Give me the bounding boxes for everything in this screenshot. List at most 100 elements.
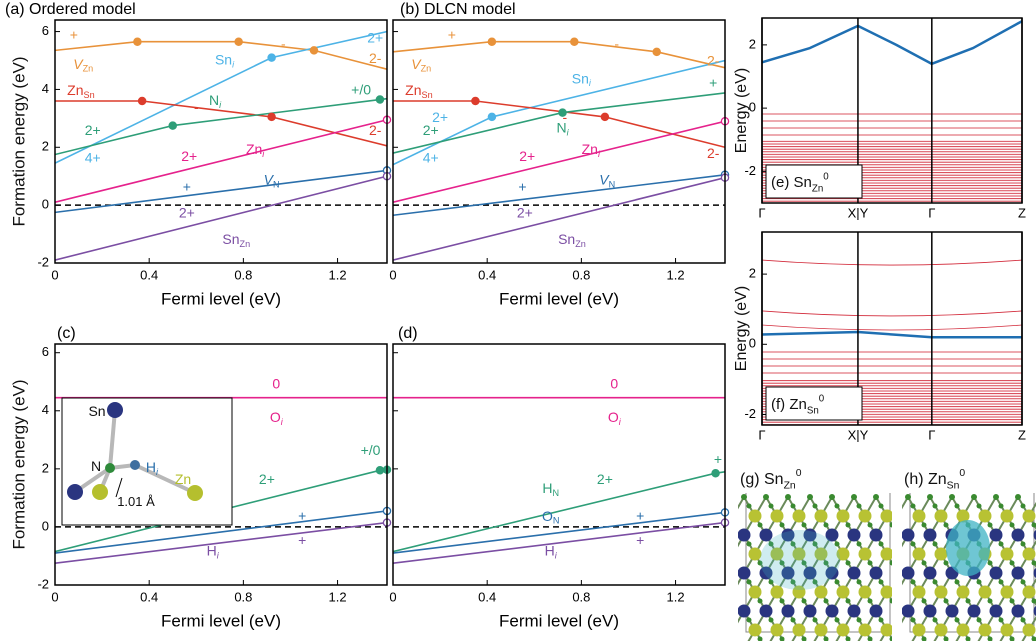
- n-atom: [954, 503, 960, 509]
- n-atom: [801, 636, 807, 641]
- defect-label-text: O: [542, 507, 553, 523]
- transition-dot: [137, 96, 147, 106]
- plot-frame: [392, 343, 726, 586]
- defect-label: VZn: [411, 56, 431, 75]
- atom: [989, 604, 1003, 618]
- n-atom: [921, 522, 927, 528]
- panel-label: (f) ZnSn0: [771, 393, 825, 416]
- defect-line: [55, 100, 387, 147]
- panel-label-sup: 0: [823, 171, 829, 182]
- atom: [1000, 547, 1014, 561]
- atom: [912, 509, 926, 523]
- x-tick-label: 0.4: [478, 589, 496, 604]
- atom: [934, 509, 948, 523]
- n-atom: [889, 636, 892, 641]
- inset-label-text: H: [146, 459, 156, 475]
- n-atom: [823, 636, 829, 641]
- n-atom: [943, 636, 949, 641]
- inset-atom: [105, 463, 115, 473]
- label-box: [765, 386, 863, 421]
- n-atom: [987, 522, 993, 528]
- defect-label-text: Zn: [582, 141, 598, 157]
- atom: [814, 623, 828, 637]
- x-tick-label: 1.2: [667, 267, 685, 282]
- y-tick-label: 4: [42, 81, 49, 96]
- defect-label: VN: [599, 171, 615, 190]
- n-atom: [812, 617, 818, 623]
- atom: [923, 528, 937, 542]
- atom: [1011, 566, 1025, 580]
- atom: [1022, 585, 1036, 599]
- atom: [803, 604, 817, 618]
- charge-label: +: [448, 27, 456, 43]
- y-tick-label: -2: [37, 254, 49, 269]
- defect-label-sub: i: [262, 149, 265, 159]
- n-atom: [954, 579, 960, 585]
- defect-label-text: V: [73, 56, 84, 72]
- x-tick-label: 1.2: [667, 589, 685, 604]
- plot-frame: [761, 231, 1023, 426]
- defect-band: [762, 20, 1022, 66]
- label-box: [765, 164, 863, 199]
- n-atom: [867, 522, 873, 528]
- defect-label: Ni: [556, 119, 569, 138]
- defect-label-text: Zn: [246, 141, 262, 157]
- atom: [829, 494, 835, 500]
- atom: [1033, 529, 1036, 541]
- atom: [927, 494, 933, 500]
- charge-label: 2+: [423, 122, 439, 138]
- n-atom: [910, 541, 916, 547]
- n-atom: [768, 503, 774, 509]
- n-atom: [1031, 636, 1036, 641]
- n-atom: [965, 636, 971, 641]
- defect-label-sub: Sn: [84, 90, 95, 100]
- y-tick-label: 2: [749, 36, 756, 51]
- atom: [880, 547, 892, 561]
- y-tick-label: 2: [42, 139, 49, 154]
- x-tick-label: 0.4: [140, 589, 158, 604]
- n-atom: [921, 598, 927, 604]
- defect-label-sub: Zn: [240, 239, 251, 249]
- transition-dot: [309, 46, 319, 55]
- atom: [858, 623, 872, 637]
- atom: [978, 585, 992, 599]
- atom: [825, 566, 839, 580]
- panel-label: (e) SnZn0: [771, 171, 829, 194]
- atom: [989, 566, 1003, 580]
- n-atom: [801, 560, 807, 566]
- inset-label: 1.01 Å: [117, 494, 155, 509]
- charge-label: +: [70, 27, 78, 43]
- defect-line: [55, 175, 387, 261]
- defect-label-sub: N: [609, 180, 616, 190]
- atom: [759, 604, 773, 618]
- defect-label-text: Zn: [67, 82, 83, 98]
- defect-label-text: H: [207, 542, 217, 558]
- charge-label: 2+: [367, 30, 383, 46]
- n-atom: [867, 636, 873, 641]
- transition-dot: [133, 37, 142, 46]
- panel-label-sub: Zn: [812, 183, 823, 194]
- atom: [934, 547, 948, 561]
- defect-label-sub: N: [553, 516, 560, 526]
- atom: [902, 566, 915, 580]
- defect-label: Sni: [572, 70, 592, 89]
- defect-label-text: N: [556, 119, 566, 135]
- atom: [738, 528, 751, 542]
- defect-label: Hi: [207, 542, 220, 561]
- inset-label: N: [91, 458, 101, 474]
- atom: [1000, 585, 1014, 599]
- n-atom: [943, 522, 949, 528]
- atom: [836, 509, 850, 523]
- n-atom: [779, 560, 785, 566]
- inset-label-text: 1.01 Å: [117, 494, 155, 509]
- defect-label-sub: Zn: [83, 64, 94, 74]
- n-atom: [1020, 503, 1026, 509]
- charge-label: +: [636, 507, 644, 523]
- atom: [902, 604, 915, 618]
- inset-label-text: Sn: [88, 403, 105, 419]
- x-tick-label: 0: [389, 267, 396, 282]
- structure-title: (h) ZnSn0: [904, 468, 965, 492]
- defect-label: Oi: [270, 409, 284, 428]
- n-atom: [779, 636, 785, 641]
- panel-label-text: (f) Zn: [771, 396, 807, 413]
